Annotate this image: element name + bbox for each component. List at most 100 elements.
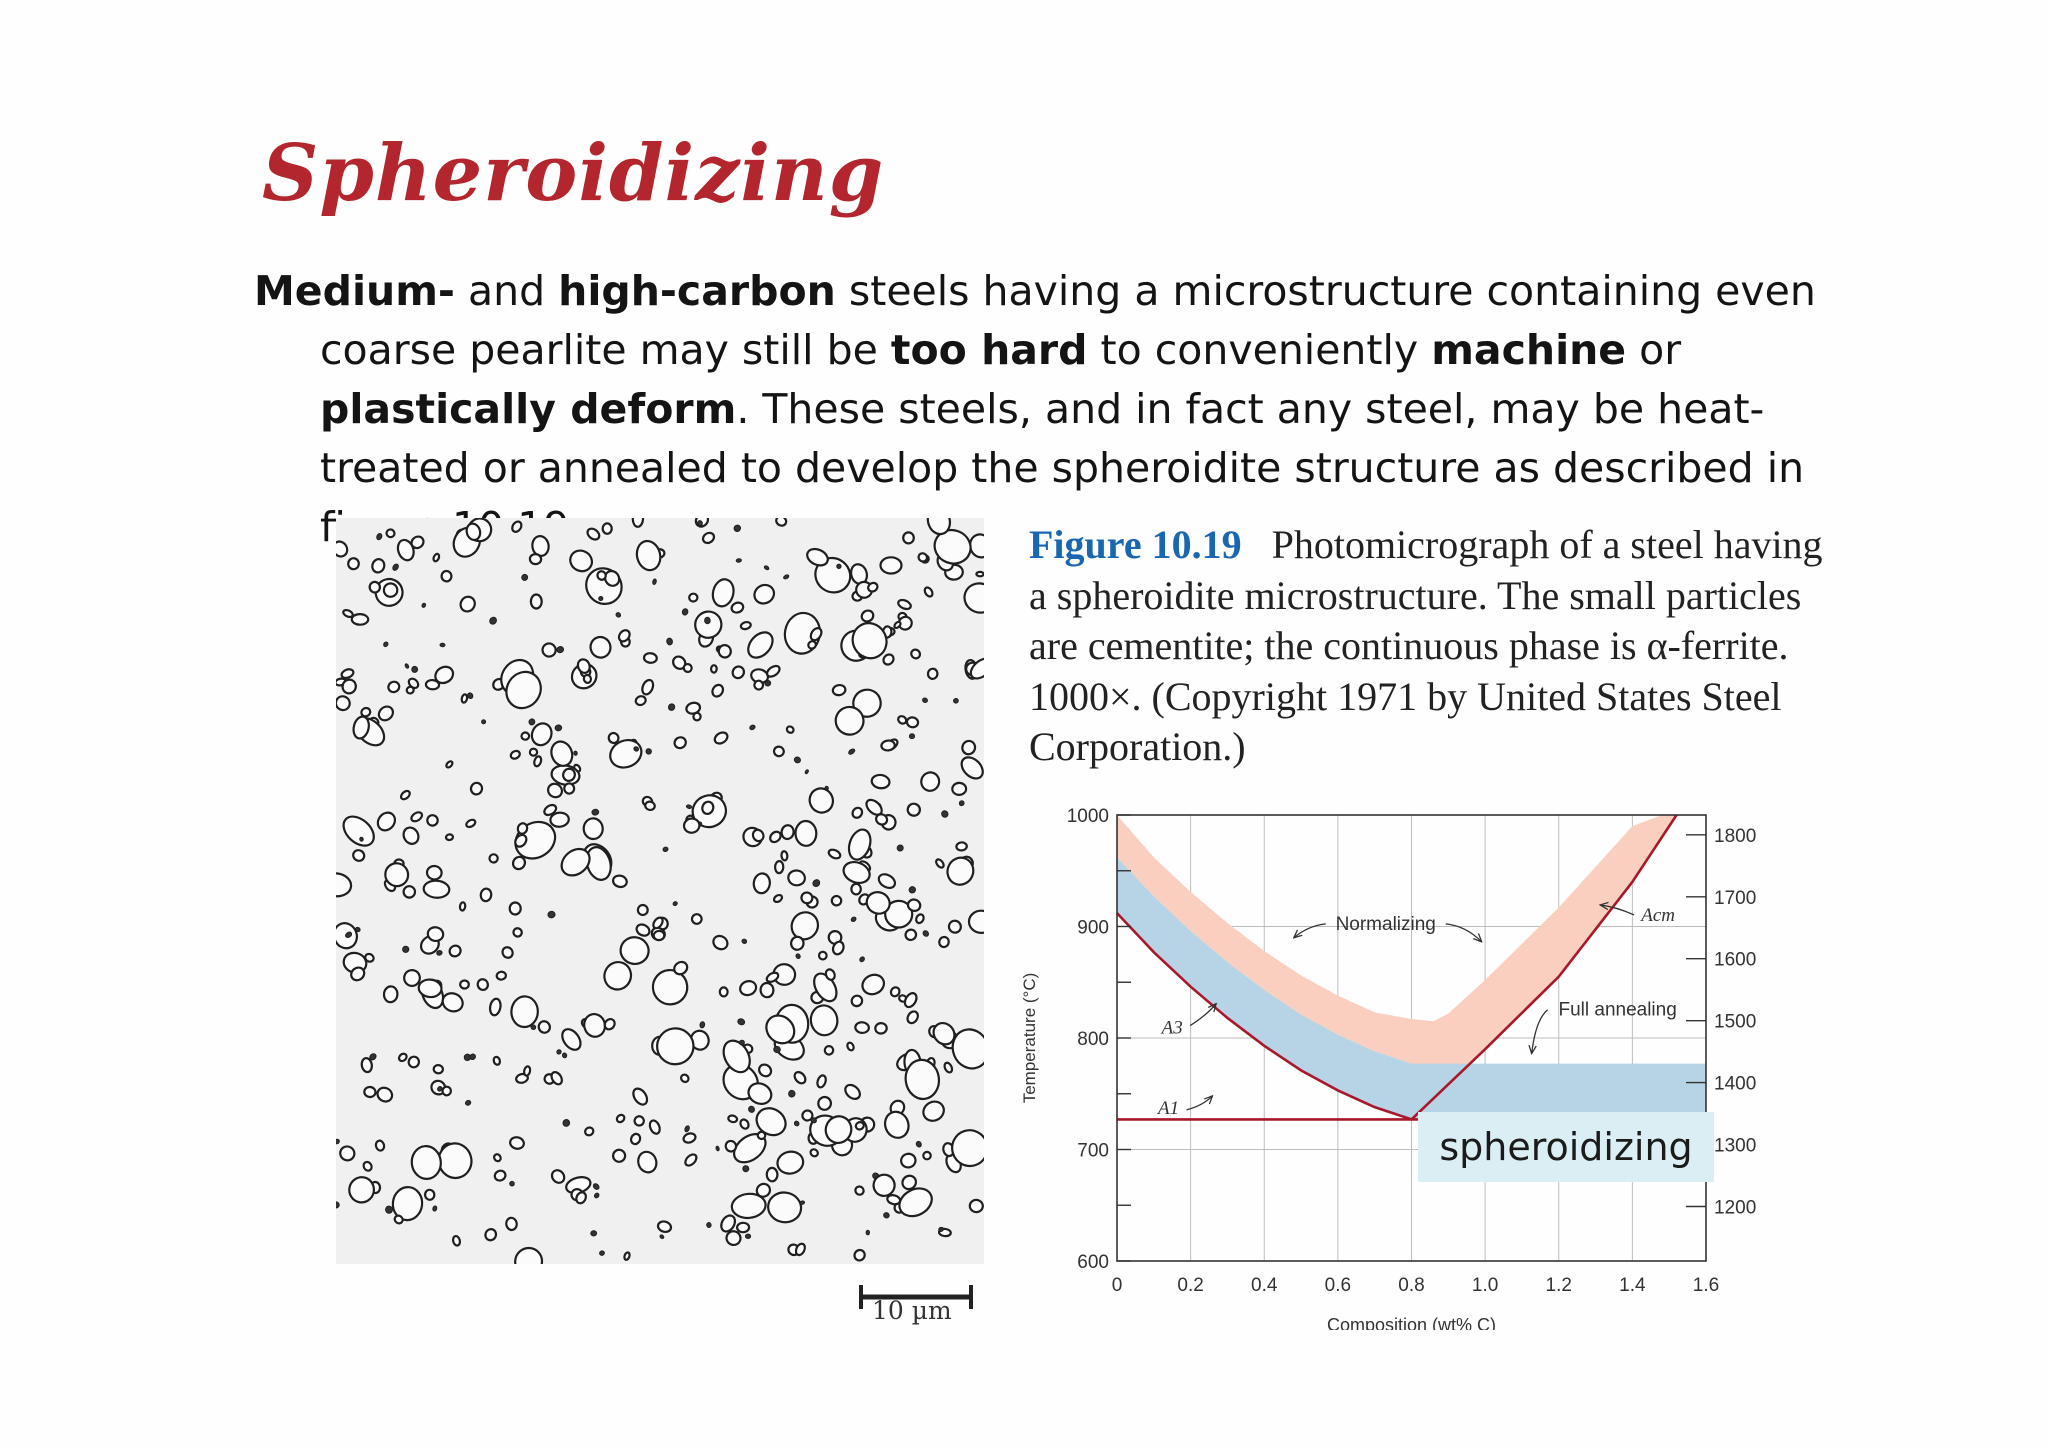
cementite-particle — [459, 979, 470, 990]
cementite-particle — [717, 644, 732, 659]
cementite-particle — [908, 733, 916, 740]
cementite-particle — [736, 1221, 751, 1234]
cementite-particle — [672, 901, 678, 907]
cementite-particle — [489, 616, 497, 625]
annotation-arrow — [1600, 905, 1635, 916]
cementite-particle — [576, 658, 591, 674]
cementite-particle — [938, 1226, 944, 1232]
cementite-particle — [601, 522, 613, 535]
annotation-normalizing: Normalizing — [1336, 914, 1436, 935]
cementite-particle — [867, 581, 879, 593]
cementite-particle — [938, 935, 950, 949]
cementite-particle — [642, 652, 658, 664]
cementite-particle — [562, 1119, 571, 1127]
cementite-particle — [465, 522, 482, 542]
cementite-particle — [741, 938, 748, 944]
cementite-particle — [947, 919, 962, 934]
cementite-particle — [530, 722, 553, 747]
cementite-particle — [342, 608, 354, 619]
cementite-particle — [397, 1052, 408, 1063]
cementite-particle — [403, 969, 421, 987]
cementite-particle — [369, 1053, 377, 1061]
cementite-particle — [440, 569, 453, 583]
cementite-particle — [336, 1201, 340, 1209]
cementite-particle — [951, 1028, 984, 1070]
y-tick-label: 900 — [1077, 918, 1109, 939]
cementite-particle — [724, 1139, 738, 1153]
cementite-particle — [831, 940, 845, 956]
cementite-particle — [444, 833, 455, 842]
cementite-particle — [393, 1214, 404, 1225]
cementite-particle — [512, 927, 523, 938]
cementite-particle — [748, 1105, 755, 1113]
y-right-tick-label: 1300 — [1714, 1136, 1756, 1157]
cementite-particle — [341, 678, 357, 695]
cementite-particle — [641, 678, 655, 696]
body-run: and — [454, 267, 559, 315]
cementite-particle — [424, 678, 441, 691]
cementite-particle — [382, 582, 399, 598]
y-right-tick-label: 1500 — [1714, 1012, 1756, 1033]
cementite-particle — [795, 953, 801, 959]
cementite-particle — [767, 1191, 803, 1224]
cementite-particle — [731, 665, 746, 680]
cementite-particle — [368, 580, 382, 594]
x-tick-label: 1.0 — [1472, 1275, 1498, 1296]
cementite-particle — [730, 1192, 767, 1220]
cementite-particle — [715, 1145, 720, 1152]
cementite-particle — [860, 609, 875, 623]
cementite-particle — [586, 527, 601, 541]
cementite-particle — [596, 570, 607, 581]
cementite-particle — [889, 986, 901, 998]
cementite-particle — [404, 663, 410, 669]
cementite-particle — [514, 1246, 544, 1264]
cementite-particle — [511, 520, 523, 533]
cementite-particle — [879, 556, 903, 575]
cementite-particle — [425, 864, 443, 881]
cementite-particle — [339, 1145, 356, 1162]
cementite-particle — [848, 748, 856, 755]
cementite-particle — [915, 913, 925, 925]
cementite-particle — [631, 518, 645, 528]
cementite-particle — [469, 1053, 476, 1061]
cementite-particle — [364, 952, 375, 963]
body-paragraph: Medium- and high-carbon steels having a … — [254, 262, 1880, 557]
cementite-particle — [511, 855, 527, 871]
cementite-particle — [684, 1125, 690, 1133]
series-line-a3 — [1117, 912, 1412, 1121]
cementite-particle — [423, 1188, 436, 1201]
cementite-particle — [920, 771, 941, 792]
cementite-particle — [348, 1176, 376, 1204]
cementite-particle — [556, 1049, 562, 1055]
cementite-particle — [619, 936, 650, 966]
annotation-arrow — [1445, 923, 1482, 942]
cementite-particle — [722, 1039, 751, 1074]
cementite-particle — [854, 1121, 865, 1131]
cementite-particle — [773, 1045, 781, 1054]
cementite-particle — [903, 992, 918, 1009]
cementite-particle — [402, 945, 410, 953]
cementite-particle — [772, 745, 785, 758]
cementite-particle — [738, 1039, 745, 1046]
cementite-particle — [591, 808, 600, 816]
cementite-particle — [870, 773, 891, 790]
cementite-particle — [531, 535, 550, 557]
cementite-particle — [788, 1089, 796, 1098]
cementite-particle — [854, 1021, 870, 1035]
cementite-particle — [582, 817, 604, 841]
cementite-particle — [410, 535, 425, 550]
cementite-particle — [603, 569, 621, 587]
cementite-particle — [842, 860, 871, 885]
cementite-particle — [910, 648, 922, 660]
annotation-full-annealing: Full annealing — [1558, 1000, 1676, 1021]
cementite-particle — [836, 563, 842, 569]
cementite-particle — [694, 610, 723, 639]
cementite-particle — [505, 670, 542, 710]
cementite-particle — [441, 992, 464, 1013]
scale-bar-label: 10 µm — [872, 1296, 952, 1325]
cementite-particle — [583, 1012, 607, 1038]
cementite-particle — [854, 1185, 865, 1196]
figure-caption: Figure 10.19 Photomicrograph of a steel … — [1029, 520, 1849, 773]
cementite-particle — [735, 558, 742, 563]
cementite-particle — [387, 680, 401, 694]
